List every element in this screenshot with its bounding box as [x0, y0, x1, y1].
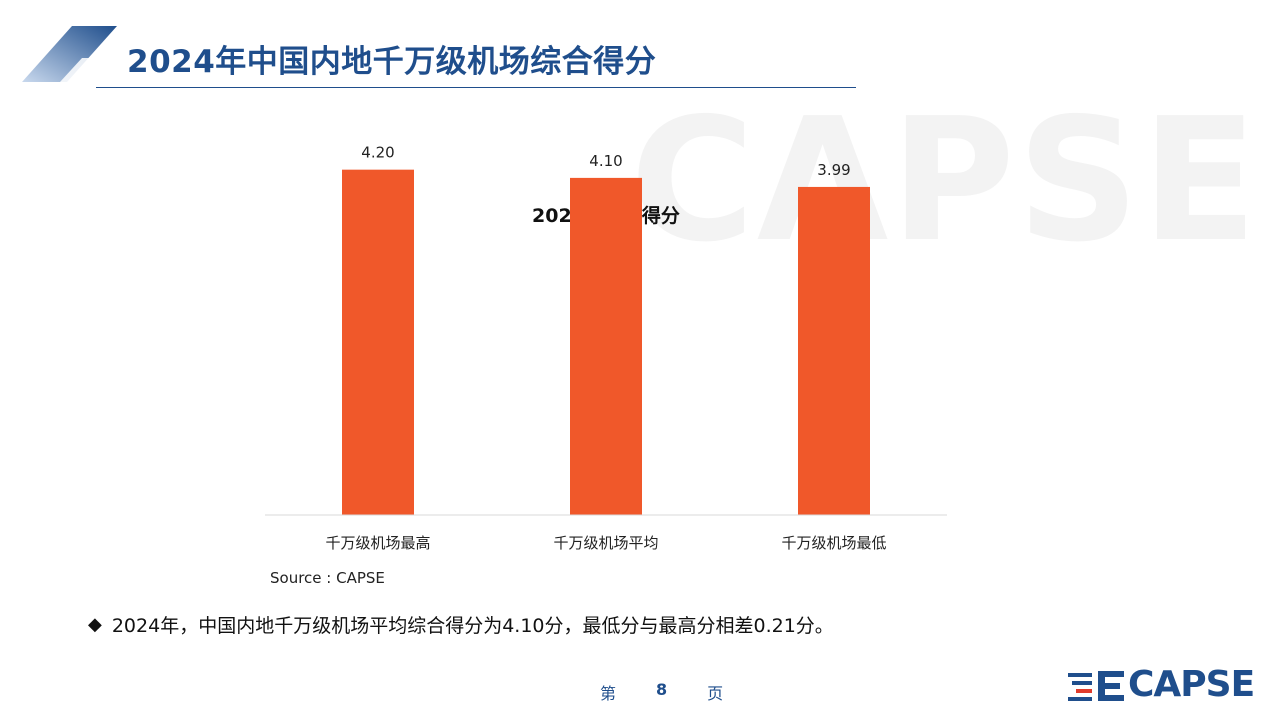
- diamond-bullet-icon: ◆: [88, 614, 102, 635]
- bar-2: [570, 177, 642, 515]
- page-prefix: 第: [600, 684, 617, 703]
- bar-value-label-1: 4.20: [361, 144, 394, 162]
- page-suffix: 页: [707, 684, 724, 703]
- header-decoration: [22, 26, 117, 82]
- title-divider: [96, 87, 856, 88]
- page-title: 2024年中国内地千万级机场综合得分: [127, 44, 657, 80]
- bar-1: [342, 169, 414, 515]
- bar-value-label-3: 3.99: [817, 161, 850, 179]
- summary-bullet: ◆ 2024年，中国内地千万级机场平均综合得分为4.10分，最低分与最高分相差0…: [88, 611, 834, 638]
- capse-logo-text: CAPSE: [1128, 664, 1255, 705]
- bar-3: [798, 186, 870, 515]
- source-note: Source : CAPSE: [270, 569, 385, 587]
- watermark-logo: CAPSE: [630, 82, 1260, 280]
- category-label-2: 千万级机场平均: [553, 534, 658, 552]
- page-indicator: 第 8 页: [600, 680, 723, 704]
- category-label-1: 千万级机场最高: [325, 534, 430, 552]
- summary-text: 2024年，中国内地千万级机场平均综合得分为4.10分，最低分与最高分相差0.2…: [111, 615, 834, 637]
- page-number: 8: [656, 680, 668, 699]
- capse-logo: CAPSE: [1068, 664, 1255, 705]
- bar-value-label-2: 4.10: [589, 152, 622, 170]
- category-label-3: 千万级机场最低: [781, 534, 886, 552]
- capse-logo-icon: [1068, 670, 1124, 701]
